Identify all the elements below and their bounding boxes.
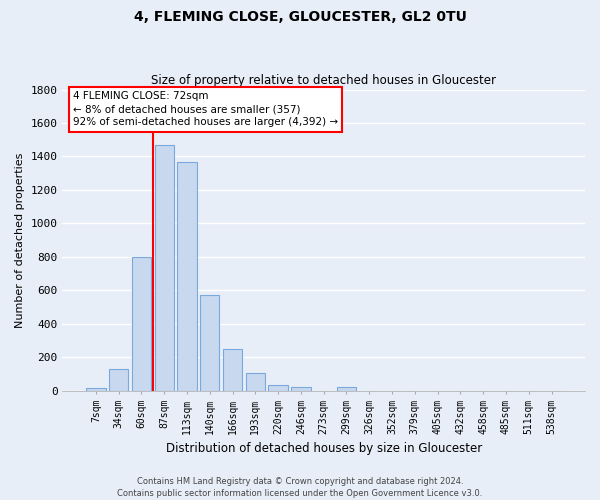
Bar bbox=[200, 294, 220, 391]
Bar bbox=[178, 162, 197, 391]
X-axis label: Distribution of detached houses by size in Gloucester: Distribution of detached houses by size … bbox=[166, 442, 482, 455]
Bar bbox=[268, 385, 288, 391]
Title: Size of property relative to detached houses in Gloucester: Size of property relative to detached ho… bbox=[151, 74, 496, 87]
Y-axis label: Number of detached properties: Number of detached properties bbox=[15, 152, 25, 328]
Bar bbox=[291, 388, 311, 391]
Bar bbox=[109, 369, 128, 391]
Bar bbox=[337, 388, 356, 391]
Bar bbox=[86, 388, 106, 391]
Bar bbox=[155, 145, 174, 391]
Text: Contains HM Land Registry data © Crown copyright and database right 2024.
Contai: Contains HM Land Registry data © Crown c… bbox=[118, 476, 482, 498]
Text: 4, FLEMING CLOSE, GLOUCESTER, GL2 0TU: 4, FLEMING CLOSE, GLOUCESTER, GL2 0TU bbox=[134, 10, 466, 24]
Bar bbox=[223, 349, 242, 391]
Bar bbox=[245, 373, 265, 391]
Bar bbox=[132, 257, 151, 391]
Text: 4 FLEMING CLOSE: 72sqm
← 8% of detached houses are smaller (357)
92% of semi-det: 4 FLEMING CLOSE: 72sqm ← 8% of detached … bbox=[73, 91, 338, 128]
